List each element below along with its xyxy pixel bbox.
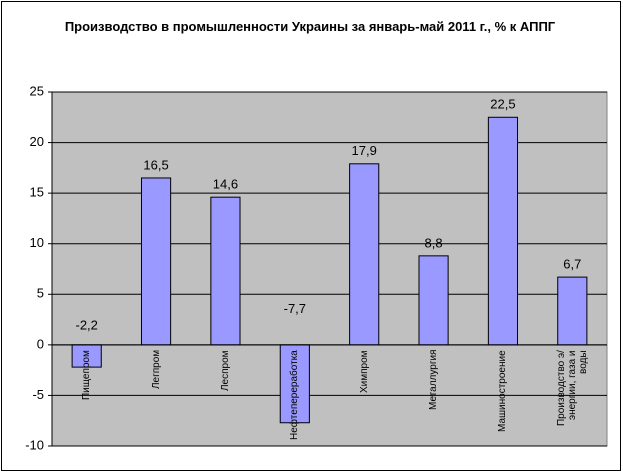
- bar: [418, 255, 449, 346]
- y-tick-label: 0: [37, 336, 44, 351]
- chart-title: Производство в промышленности Украины за…: [64, 19, 556, 34]
- bar: [487, 116, 519, 346]
- bar: [210, 196, 241, 346]
- x-tick-label: Производство э/энергии, газа и воды: [555, 349, 589, 426]
- data-label: 14,6: [213, 177, 238, 192]
- data-label: 8,8: [425, 235, 443, 250]
- x-tick-label: Машиностроение: [497, 349, 509, 432]
- x-tick-label: Пищепром: [81, 349, 93, 400]
- y-tick-label: 10: [30, 235, 44, 250]
- y-tick-label: 5: [37, 286, 44, 301]
- data-label: 22,5: [490, 97, 515, 112]
- bar: [140, 177, 172, 346]
- plot-area: [51, 91, 608, 447]
- y-tick-label: 15: [30, 185, 44, 200]
- x-tick-label: Химпром: [358, 349, 370, 393]
- data-label: 16,5: [143, 157, 168, 172]
- data-label: 6,7: [563, 257, 581, 272]
- bar: [279, 344, 310, 424]
- data-label: -2,2: [75, 318, 97, 333]
- x-tick-label: Легпром: [150, 349, 162, 390]
- y-tick-label: 25: [30, 83, 44, 98]
- x-tick-label: Леспром: [219, 349, 231, 391]
- x-tick-label: Нефтепереработка: [289, 349, 301, 440]
- y-tick-label: -10: [25, 437, 44, 452]
- bar: [557, 276, 588, 346]
- y-tick-label: -5: [32, 387, 44, 402]
- y-tick-label: 20: [30, 134, 44, 149]
- data-label: -7,7: [284, 301, 306, 316]
- x-tick-label: Металлургия: [428, 349, 440, 411]
- data-label: 17,9: [352, 143, 377, 158]
- bar: [349, 163, 380, 346]
